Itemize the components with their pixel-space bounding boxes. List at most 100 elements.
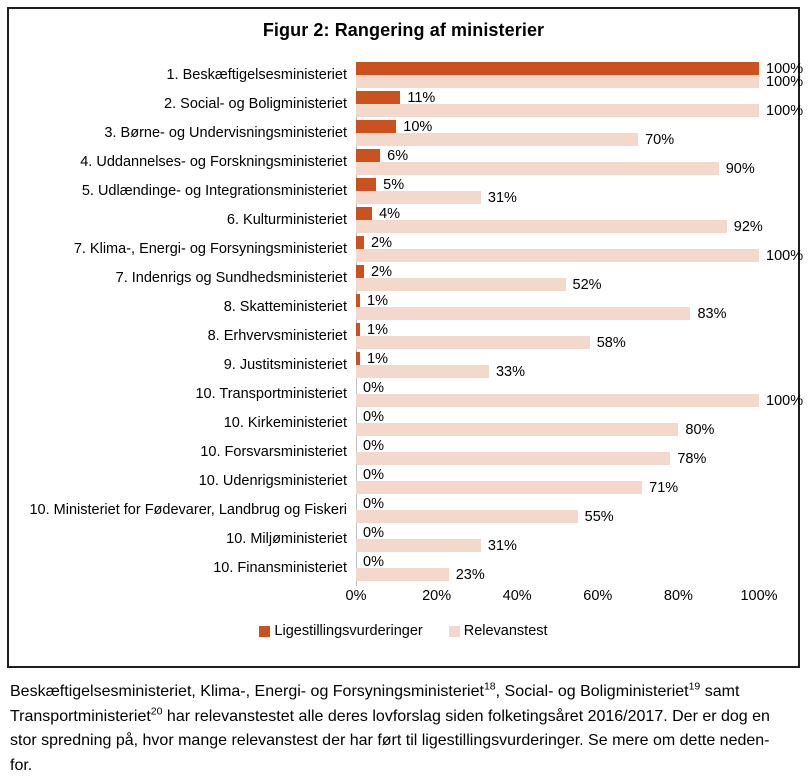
category-label: 7. Klima-, Energi- og Forsyningsminister… xyxy=(73,241,347,257)
category-label: 10. Forsvarsministeriet xyxy=(200,444,347,460)
value-label: 78% xyxy=(677,450,707,467)
value-label: 0% xyxy=(363,379,384,396)
bar-relevanstest: 92% xyxy=(356,219,763,235)
category-label: 8. Skatteministeriet xyxy=(223,299,347,315)
chart-legend: Ligestillingsvurderinger Relevanstest xyxy=(9,623,798,639)
value-label: 0% xyxy=(363,437,384,454)
footnote-reference: 19 xyxy=(688,680,701,693)
caption-line: Beskæftigelsesministeriet, Klima-, Energ… xyxy=(10,680,740,700)
bar-group: 100% 100% xyxy=(356,61,803,90)
value-label: 2% xyxy=(371,234,393,251)
bar-relevanstest: 100% xyxy=(356,103,803,119)
bar-relevanstest: 100% xyxy=(356,248,803,264)
x-tick-label: 40% xyxy=(502,588,532,604)
chart-row: 8. Erhvervsministeriet 1% 58% xyxy=(9,322,798,351)
legend-swatch-relevanstest xyxy=(448,625,460,637)
bar-relevanstest: 33% xyxy=(356,364,525,380)
chart-row: 7. Klima-, Energi- og Forsyningsminister… xyxy=(9,234,803,264)
x-tick-label: 20% xyxy=(422,588,452,604)
bar-relevanstest: 80% xyxy=(356,422,714,438)
bar-relevanstest: 100% xyxy=(356,74,803,90)
bar-relevanstest: 31% xyxy=(356,190,517,206)
category-label: 10. Miljøministeriet xyxy=(226,531,347,547)
legend-item-relevanstest: Relevanstest xyxy=(448,623,548,639)
value-label: 90% xyxy=(725,160,755,177)
caption-line: for. xyxy=(10,756,33,774)
value-label: 71% xyxy=(649,479,679,496)
value-label: 100% xyxy=(766,392,804,409)
bar-group: 0% 80% xyxy=(356,409,759,438)
category-label: 6. Kulturministeriet xyxy=(226,212,347,228)
value-label: 23% xyxy=(455,566,485,583)
caption-line: Transportministeriet20 har relevansteste… xyxy=(10,705,770,725)
bar-relevanstest: 52% xyxy=(356,277,602,293)
x-axis-tick-labels: 0% 20% 40% 60% 80% 100% xyxy=(346,588,778,606)
bar-group: 6% 90% xyxy=(356,148,759,177)
category-label: 7. Indenrigs og Sundhedsministeriet xyxy=(115,270,347,286)
bar-group: 0% 100% xyxy=(356,379,803,409)
bar-group: 0% 71% xyxy=(356,466,759,496)
bar-relevanstest: 55% xyxy=(356,509,614,525)
bar-group: 10% 70% xyxy=(356,119,759,148)
legend-item-ligestillingsvurderinger: Ligestillingsvurderinger xyxy=(259,623,423,639)
value-label: 100% xyxy=(766,102,804,119)
figure-frame: Figur 2: Rangering af ministerier 1. Bes… xyxy=(7,7,803,668)
value-label: 92% xyxy=(733,218,763,235)
value-label: 31% xyxy=(487,537,517,554)
chart-row: 10. Miljøministeriet 0% 31% xyxy=(9,525,798,554)
value-label: 70% xyxy=(645,131,675,148)
bar-group: 0% 55% xyxy=(356,495,759,525)
bar-group: 11% 100% xyxy=(356,90,803,119)
bar-relevanstest: 100% xyxy=(356,393,803,409)
chart-row: 1. Beskæftigelsesministeriet 100% 100% xyxy=(9,61,803,90)
value-label: 1% xyxy=(367,321,388,338)
caption-line: stor spredning på, hvor mange relevanste… xyxy=(10,732,770,749)
figure-title: Figur 2: Rangering af ministerier xyxy=(262,20,545,40)
bar-relevanstest: 58% xyxy=(356,335,626,351)
bar-group: 1% 58% xyxy=(356,322,759,351)
bar-relevanstest: 71% xyxy=(356,480,678,496)
x-tick-label: 60% xyxy=(583,588,613,604)
bar-relevanstest: 31% xyxy=(356,538,517,554)
bar-group: 0% 31% xyxy=(356,525,759,554)
category-label: 2. Social- og Boligministeriet xyxy=(164,96,347,112)
bar-ligestillingsvurderinger: 6% xyxy=(356,148,408,164)
bar-group: 0% 78% xyxy=(356,437,759,467)
x-tick-label: 0% xyxy=(345,588,367,604)
bar-ligestillingsvurderinger: 11% xyxy=(356,90,435,106)
bar-relevanstest: 90% xyxy=(356,161,755,177)
chart-row: 7. Indenrigs og Sundhedsministeriet 2% 52% xyxy=(9,264,798,293)
chart-row: 2. Social- og Boligministeriet 11% 100% xyxy=(9,90,803,119)
bar-ligestillingsvurderinger: 1% xyxy=(356,322,388,338)
category-label: 1. Beskæftigelsesministeriet xyxy=(166,67,347,83)
legend-label: Ligestillingsvurderinger xyxy=(274,623,423,639)
chart-row: 3. Børne- og Undervisningsministeriet 10%… xyxy=(9,119,798,148)
caption-paragraph: Beskæftigelsesministeriet, Klima-, Energ… xyxy=(10,680,804,778)
bar-ligestillingsvurderinger: 10% xyxy=(356,119,432,135)
chart-row: 10. Transportministeriet 0% 100% xyxy=(9,379,803,409)
bar-group: 1% 83% xyxy=(356,293,759,322)
chart-row: 10. Udenrigsministeriet 0% 71% xyxy=(9,466,798,496)
chart-row: 10. Ministeriet for Fødevarer, Landbrug … xyxy=(9,495,798,525)
value-label: 33% xyxy=(495,363,526,380)
value-label: 52% xyxy=(572,276,602,293)
value-label: 100% xyxy=(766,60,804,77)
category-label: 10. Ministeriet for Fødevarer, Landbrug … xyxy=(29,502,347,518)
value-label: 0% xyxy=(363,553,384,570)
value-label: 55% xyxy=(584,508,614,525)
legend-label: Relevanstest xyxy=(463,623,548,639)
category-label: 3. Børne- og Undervisningsministeriet xyxy=(104,125,347,141)
category-label: 10. Kirkeministeriet xyxy=(223,415,347,431)
bar-relevanstest: 70% xyxy=(356,132,674,148)
chart-row: 6. Kulturministeriet 4% 92% xyxy=(9,206,798,235)
value-label: 31% xyxy=(487,189,517,206)
bar-group: 4% 92% xyxy=(356,206,763,235)
value-label: 0% xyxy=(363,466,384,483)
bar-chart: 1. Beskæftigelsesministeriet 100% 100% 2. S… xyxy=(9,61,803,586)
bar-ligestillingsvurderinger: 4% xyxy=(356,206,400,222)
category-label: 9. Justitsministeriet xyxy=(223,357,347,373)
footnote-reference: 18 xyxy=(483,680,496,693)
value-label: 0% xyxy=(363,495,384,512)
category-label: 10. Udenrigsministeriet xyxy=(198,473,347,489)
chart-row: 5. Udlændinge- og Integrationsministerie… xyxy=(9,177,798,206)
